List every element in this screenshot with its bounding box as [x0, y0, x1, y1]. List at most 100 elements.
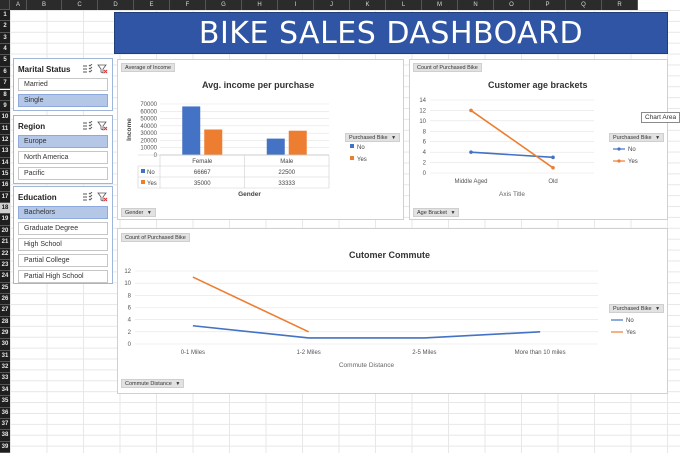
- commute-legend-field-button[interactable]: Purchased Bike ▼: [609, 304, 665, 313]
- slicer-item[interactable]: High School: [18, 238, 108, 251]
- row-header[interactable]: 21: [0, 237, 10, 249]
- slicer-item[interactable]: North America: [18, 151, 108, 164]
- clear-filter-icon[interactable]: [97, 121, 108, 131]
- age-bracket-field-button[interactable]: Age Bracket ▼: [413, 208, 460, 217]
- row-header[interactable]: 1: [0, 10, 10, 22]
- column-header[interactable]: D: [98, 0, 134, 10]
- slicer-item[interactable]: Partial High School: [18, 270, 108, 283]
- slicer-item[interactable]: Partial College: [18, 254, 108, 267]
- slicer-item[interactable]: Bachelors: [18, 206, 108, 219]
- row-header[interactable]: 12: [0, 134, 10, 147]
- column-header[interactable]: L: [386, 0, 422, 10]
- column-header[interactable]: E: [134, 0, 170, 10]
- row-header[interactable]: 19: [0, 214, 10, 226]
- income-chart-area[interactable]: Average of Income Avg. income per purcha…: [117, 59, 404, 220]
- age-chart-area[interactable]: Count of Purchased Bike Customer age bra…: [409, 59, 668, 220]
- column-header[interactable]: P: [530, 0, 566, 10]
- row-header[interactable]: 3: [0, 32, 10, 45]
- row-header[interactable]: 10: [0, 112, 10, 124]
- column-header[interactable]: G: [206, 0, 242, 10]
- row-header[interactable]: 5: [0, 55, 10, 67]
- row-header[interactable]: 8: [0, 89, 10, 101]
- slicer-item[interactable]: Graduate Degree: [18, 222, 108, 235]
- row-header[interactable]: 29: [0, 328, 10, 340]
- row-header[interactable]: 16: [0, 180, 10, 192]
- row-header[interactable]: 15: [0, 169, 10, 181]
- column-header[interactable]: I: [278, 0, 314, 10]
- bar-no-female[interactable]: [182, 106, 201, 155]
- multi-select-icon[interactable]: [82, 121, 93, 131]
- column-header[interactable]: K: [350, 0, 386, 10]
- data-point-no[interactable]: [551, 155, 555, 160]
- slicer-item[interactable]: Married: [18, 78, 108, 91]
- column-header[interactable]: R: [602, 0, 638, 10]
- column-header[interactable]: J: [314, 0, 350, 10]
- row-header[interactable]: 4: [0, 44, 10, 56]
- row-header[interactable]: 31: [0, 350, 10, 363]
- slicer-item[interactable]: Single: [18, 94, 108, 107]
- row-header[interactable]: 38: [0, 430, 10, 442]
- column-header[interactable]: Q: [566, 0, 602, 10]
- column-header[interactable]: H: [242, 0, 278, 10]
- row-header[interactable]: 17: [0, 191, 10, 204]
- column-header[interactable]: M: [422, 0, 458, 10]
- slicer-item[interactable]: Europe: [18, 135, 108, 148]
- row-header[interactable]: 37: [0, 418, 10, 431]
- row-header[interactable]: 24: [0, 271, 10, 283]
- clear-filter-icon[interactable]: [97, 192, 108, 202]
- bar-yes-female[interactable]: [204, 129, 223, 156]
- row-header[interactable]: 23: [0, 259, 10, 272]
- age-count-field-button[interactable]: Count of Purchased Bike: [413, 63, 482, 72]
- column-header[interactable]: B: [27, 0, 62, 10]
- data-point-yes[interactable]: [551, 165, 555, 170]
- marital-status-slicer[interactable]: Marital Status Married Single: [13, 58, 113, 111]
- row-header[interactable]: 2: [0, 21, 10, 33]
- row-header[interactable]: 14: [0, 157, 10, 169]
- multi-select-icon[interactable]: [82, 192, 93, 202]
- commute-chart-area[interactable]: Count of Purchased Bike Cutomer Commute …: [117, 228, 668, 394]
- row-header[interactable]: 11: [0, 123, 10, 135]
- row-header[interactable]: 6: [0, 66, 10, 79]
- row-header[interactable]: 25: [0, 282, 10, 294]
- row-header[interactable]: 22: [0, 248, 10, 260]
- row-header[interactable]: 28: [0, 316, 10, 329]
- row-header[interactable]: 13: [0, 146, 10, 158]
- commute-distance-field-button[interactable]: Commute Distance ▼: [121, 379, 185, 388]
- multi-select-icon[interactable]: [82, 64, 93, 74]
- column-header[interactable]: N: [458, 0, 494, 10]
- data-point-no[interactable]: [469, 150, 473, 154]
- row-header[interactable]: 32: [0, 362, 10, 374]
- gender-field-button[interactable]: Gender ▼: [121, 208, 156, 217]
- series-line-yes[interactable]: [470, 109, 554, 169]
- row-header[interactable]: 20: [0, 225, 10, 238]
- row-header[interactable]: 33: [0, 373, 10, 385]
- series-line-no[interactable]: [470, 151, 554, 159]
- row-header[interactable]: 7: [0, 78, 10, 90]
- column-header[interactable]: C: [62, 0, 98, 10]
- data-point-yes[interactable]: [469, 108, 473, 113]
- income-legend-field-button[interactable]: Purchased Bike ▼: [345, 133, 401, 142]
- row-header[interactable]: 30: [0, 339, 10, 351]
- commute-count-field-button[interactable]: Count of Purchased Bike: [121, 233, 190, 242]
- column-header[interactable]: F: [170, 0, 206, 10]
- bar-no-male[interactable]: [266, 138, 285, 155]
- clear-filter-icon[interactable]: [97, 64, 108, 74]
- region-slicer[interactable]: Region Europe North America Pacific: [13, 115, 113, 184]
- row-header[interactable]: 9: [0, 100, 10, 113]
- select-all-corner[interactable]: [0, 0, 10, 10]
- row-header[interactable]: 34: [0, 384, 10, 397]
- row-header[interactable]: 26: [0, 293, 10, 306]
- row-header[interactable]: 39: [0, 441, 10, 453]
- row-header[interactable]: 27: [0, 305, 10, 317]
- series-line-yes[interactable]: [192, 276, 309, 333]
- row-header[interactable]: 35: [0, 396, 10, 408]
- column-header[interactable]: A: [10, 0, 27, 10]
- row-header[interactable]: 18: [0, 203, 10, 215]
- column-header[interactable]: O: [494, 0, 530, 10]
- age-legend-field-button[interactable]: Purchased Bike ▼: [609, 133, 665, 142]
- row-header[interactable]: 36: [0, 407, 10, 419]
- average-income-field-button[interactable]: Average of Income: [121, 63, 176, 72]
- education-slicer[interactable]: Education Bachelors Graduate Degree High S…: [13, 186, 113, 284]
- bar-yes-male[interactable]: [288, 130, 307, 155]
